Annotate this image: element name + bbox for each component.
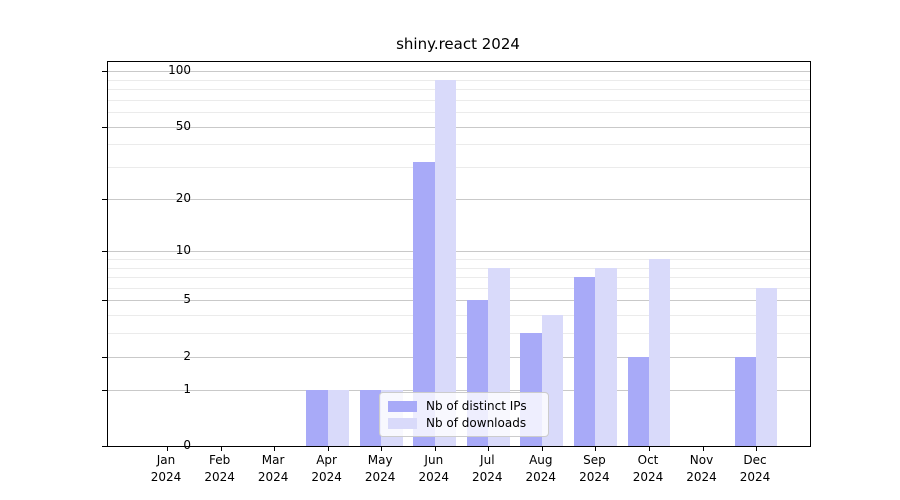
major-gridline-1 — [108, 389, 810, 391]
minor-gridline-30 — [108, 167, 810, 168]
bar-ips-sep — [574, 277, 596, 446]
minor-gridline-60 — [108, 112, 810, 113]
bar-downloads-sep — [595, 267, 617, 446]
y-tick-label-50: 50 — [175, 118, 191, 133]
major-gridline-20 — [108, 198, 810, 200]
x-tick-label-mar: Mar 2024 — [257, 453, 289, 484]
legend-label-ips: Nb of distinct IPs — [426, 399, 527, 413]
legend-item-ips: Nb of distinct IPs — [380, 399, 548, 413]
x-tick-mark-sep — [595, 447, 597, 451]
y-tick-label-10: 10 — [175, 243, 191, 258]
y-tick-label-100: 100 — [168, 63, 191, 77]
minor-gridline-40 — [108, 144, 810, 146]
x-tick-mark-mar — [274, 447, 276, 451]
y-tick-mark-10 — [102, 251, 107, 253]
legend: Nb of distinct IPs Nb of downloads — [379, 392, 549, 437]
bar-ips-jun — [413, 161, 435, 446]
y-tick-mark-0 — [102, 446, 107, 447]
y-tick-mark-5 — [102, 300, 107, 302]
major-gridline-10 — [108, 251, 810, 253]
x-tick-label-sep: Sep 2024 — [579, 453, 610, 484]
minor-gridline-7 — [108, 277, 810, 278]
x-tick-label-jun: Jun 2024 — [418, 453, 450, 484]
x-tick-mark-jul — [488, 447, 490, 451]
x-tick-label-may: May 2024 — [364, 453, 396, 484]
minor-gridline-90 — [108, 79, 810, 81]
x-tick-mark-may — [381, 447, 383, 451]
x-tick-mark-apr — [327, 447, 329, 451]
minor-gridline-70 — [108, 99, 810, 101]
y-tick-label-0: 0 — [183, 438, 191, 452]
major-gridline-50 — [108, 126, 810, 128]
minor-gridline-9 — [108, 258, 810, 260]
minor-gridline-8 — [108, 267, 810, 269]
x-tick-label-jul: Jul 2024 — [472, 453, 503, 484]
y-tick-mark-20 — [102, 198, 107, 200]
x-tick-mark-jan — [167, 447, 168, 451]
chart-title: shiny.react 2024 — [396, 35, 520, 53]
legend-swatch-downloads — [388, 417, 417, 429]
x-tick-mark-dec — [756, 447, 757, 451]
bar-downloads-apr — [327, 389, 349, 446]
legend-item-downloads: Nb of downloads — [380, 416, 548, 430]
x-tick-label-nov: Nov 2024 — [686, 453, 717, 484]
x-tick-label-dec: Dec 2024 — [739, 453, 771, 484]
bar-downloads-oct — [649, 258, 671, 446]
x-tick-label-oct: Oct 2024 — [632, 453, 664, 484]
minor-gridline-3 — [108, 333, 810, 335]
x-tick-label-feb: Feb 2024 — [204, 453, 235, 484]
y-tick-mark-2 — [102, 356, 107, 358]
bar-downloads-dec — [756, 287, 778, 446]
x-tick-mark-oct — [649, 447, 650, 451]
major-gridline-2 — [108, 356, 810, 358]
minor-gridline-80 — [108, 88, 810, 90]
y-tick-mark-100 — [102, 71, 107, 72]
bar-ips-dec — [734, 356, 756, 446]
major-gridline-100 — [108, 71, 810, 72]
y-tick-label-1: 1 — [183, 381, 191, 396]
x-tick-mark-nov — [702, 447, 704, 451]
y-tick-label-2: 2 — [183, 348, 191, 363]
bar-ips-apr — [306, 389, 328, 446]
major-gridline-5 — [108, 300, 810, 302]
legend-label-downloads: Nb of downloads — [426, 416, 527, 430]
bar-ips-may — [359, 389, 382, 446]
bar-downloads-jun — [434, 79, 457, 446]
minor-gridline-4 — [108, 315, 810, 317]
x-tick-label-jan: Jan 2024 — [150, 453, 182, 484]
x-tick-label-apr: Apr 2024 — [311, 453, 342, 484]
y-tick-mark-50 — [102, 126, 107, 128]
minor-gridline-6 — [108, 287, 810, 289]
y-tick-mark-1 — [102, 389, 107, 391]
x-tick-mark-feb — [220, 447, 222, 451]
y-tick-label-5: 5 — [183, 292, 191, 307]
y-tick-label-20: 20 — [175, 190, 191, 205]
legend-swatch-ips — [388, 400, 417, 412]
x-tick-mark-aug — [541, 447, 543, 451]
plot-area: Nb of distinct IPs Nb of downloads — [102, 61, 811, 451]
x-tick-mark-jun — [434, 447, 436, 451]
bar-ips-oct — [627, 356, 649, 446]
x-tick-label-aug: Aug 2024 — [525, 453, 557, 484]
